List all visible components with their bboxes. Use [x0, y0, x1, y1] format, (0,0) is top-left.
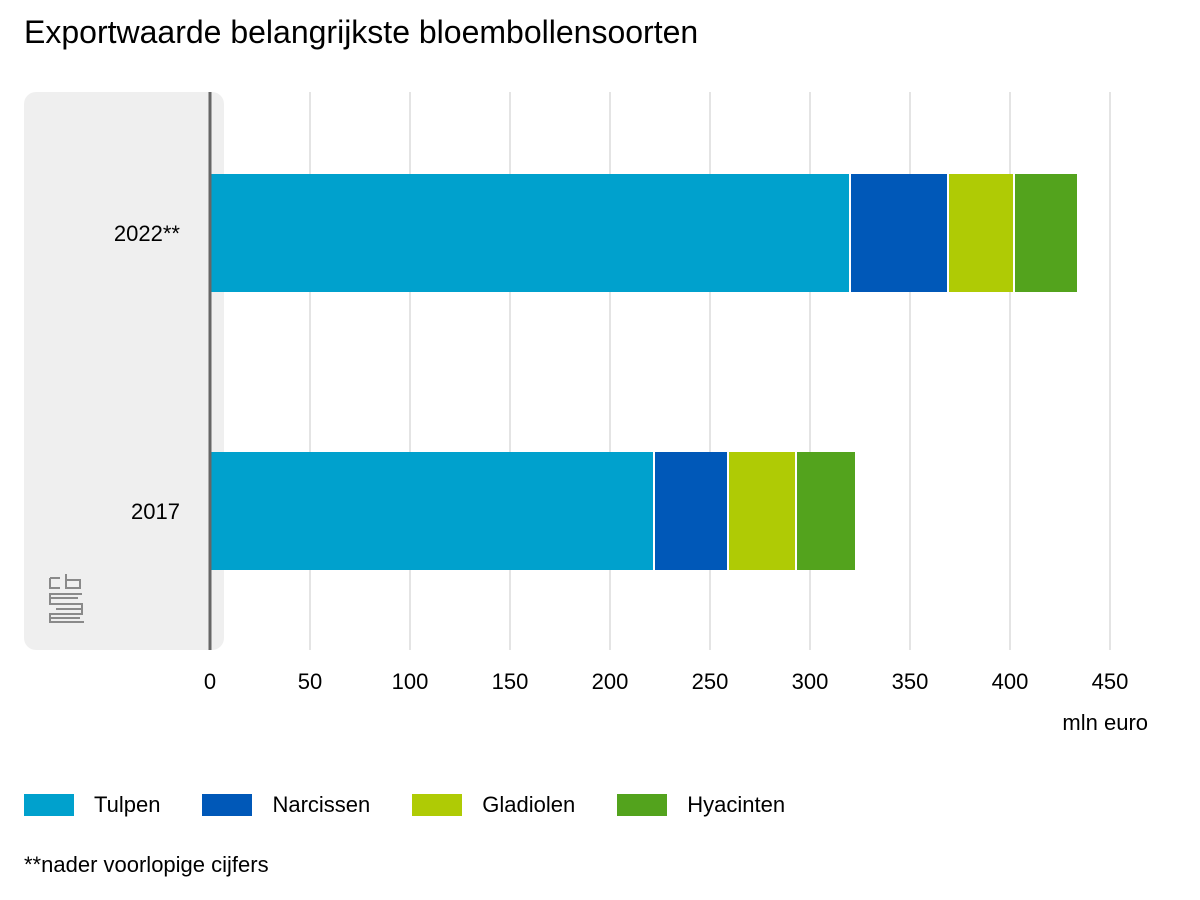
- category-labels: 2022** 2017: [114, 221, 181, 524]
- x-tick-label: 200: [592, 669, 629, 694]
- bar-segment: [211, 174, 849, 292]
- bar-chart: 2022** 2017 0 50 100 150 200 250 300 350 400 450 m…: [24, 92, 1148, 735]
- legend-item-narcissen: Narcissen: [202, 792, 370, 818]
- x-axis-label: mln euro: [1062, 710, 1148, 735]
- footnote: **nader voorlopige cijfers: [24, 852, 269, 877]
- legend: Tulpen Narcissen Gladiolen Hyacinten: [24, 792, 827, 818]
- x-tick-label: 100: [392, 669, 429, 694]
- bar-segment: [797, 452, 855, 570]
- x-tick-label: 150: [492, 669, 529, 694]
- legend-item-tulpen: Tulpen: [24, 792, 160, 818]
- category-label: 2022**: [114, 221, 181, 246]
- legend-swatch: [617, 794, 668, 816]
- x-tick-label: 400: [992, 669, 1029, 694]
- legend-label: Narcissen: [272, 792, 371, 817]
- x-tick-label: 250: [692, 669, 729, 694]
- cbs-logo-icon: [49, 574, 84, 623]
- bars: [211, 174, 1077, 570]
- bar-segment: [655, 452, 727, 570]
- bar-segment: [211, 452, 653, 570]
- legend-label: Gladiolen: [482, 792, 576, 817]
- x-tick-label: 350: [892, 669, 929, 694]
- x-tick-label: 450: [1092, 669, 1129, 694]
- bar-segment: [949, 174, 1013, 292]
- chart-title: Exportwaarde belangrijkste bloembollenso…: [24, 14, 699, 50]
- category-label: 2017: [131, 499, 180, 524]
- legend-item-hyacinten: Hyacinten: [617, 792, 785, 818]
- bar-segment: [851, 174, 947, 292]
- x-tick-label: 50: [298, 669, 322, 694]
- category-panel: [24, 92, 224, 650]
- legend-swatch: [24, 794, 74, 816]
- bar-segment: [729, 452, 795, 570]
- bar-segment: [1015, 174, 1077, 292]
- legend-swatch: [412, 794, 463, 816]
- legend-label: Hyacinten: [687, 792, 786, 817]
- legend-label: Tulpen: [94, 792, 161, 817]
- x-tick-label: 0: [204, 669, 216, 694]
- tick-labels: 0 50 100 150 200 250 300 350 400 450: [204, 669, 1128, 694]
- legend-item-gladiolen: Gladiolen: [412, 792, 575, 818]
- legend-swatch: [202, 794, 253, 816]
- x-tick-label: 300: [792, 669, 829, 694]
